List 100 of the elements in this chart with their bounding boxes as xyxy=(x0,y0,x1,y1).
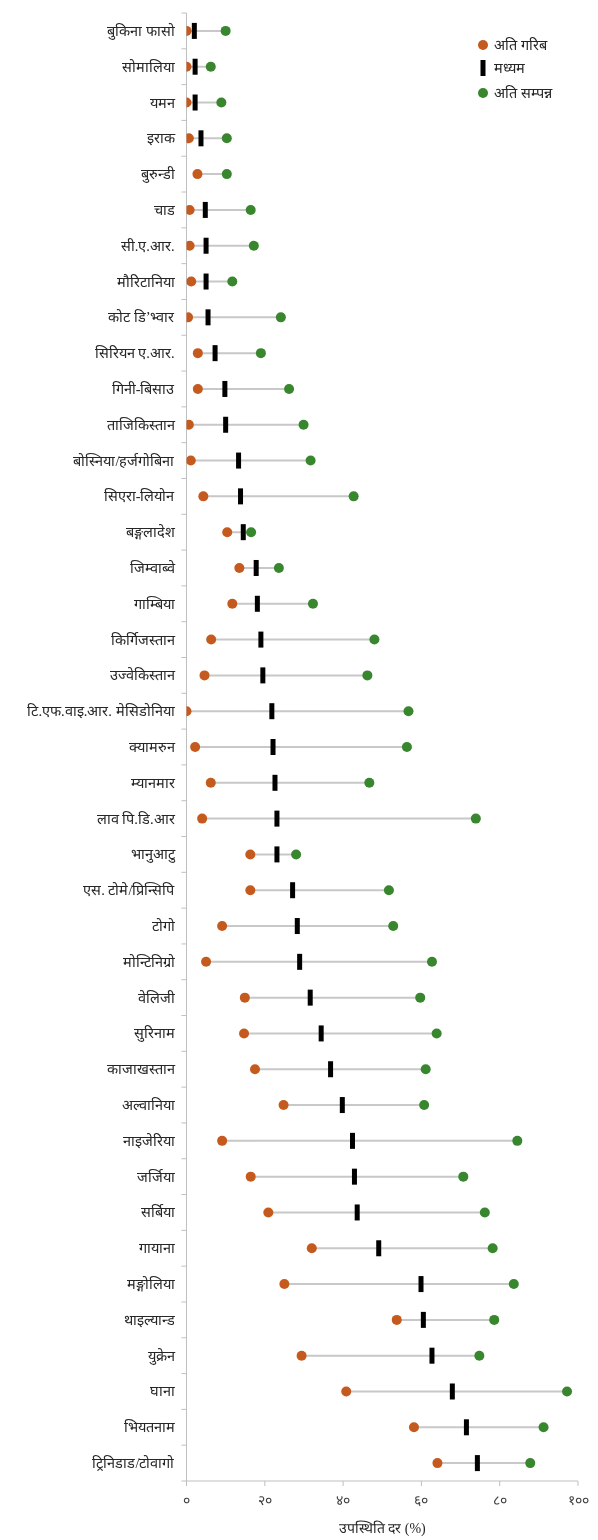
y-tick-label: घाना xyxy=(149,1383,175,1400)
point xyxy=(246,527,257,538)
y-tick-label: नाइजेरिया xyxy=(122,1132,175,1149)
point xyxy=(306,1243,317,1254)
point xyxy=(186,276,197,287)
y-tick-label: ट्रिनिडाड/टोवागो xyxy=(92,1455,175,1472)
point xyxy=(458,1171,469,1182)
point xyxy=(186,455,196,466)
y-tick-label: गाम्बिया xyxy=(133,595,175,612)
y-tick-label: सिएरा-लियोन xyxy=(103,488,176,505)
point xyxy=(388,921,399,932)
point xyxy=(431,1028,442,1039)
point xyxy=(192,348,203,359)
y-tick-label: मौरिटानिया xyxy=(116,273,175,290)
point xyxy=(199,670,210,681)
point xyxy=(408,1422,419,1433)
point xyxy=(198,491,209,502)
y-tick-label: टोगो xyxy=(151,918,175,935)
y-tick-label: मोन्टिनिग्रो xyxy=(122,953,175,970)
point xyxy=(206,634,217,645)
point xyxy=(245,204,256,215)
point xyxy=(186,133,194,144)
y-tick-label: बोस्निया/हर्जगोबिना xyxy=(73,452,175,469)
point xyxy=(221,133,232,144)
y-tick-label: बुरुन्डी xyxy=(140,166,175,184)
point xyxy=(205,777,216,788)
point xyxy=(383,885,394,896)
x-axis-title: उपस्थिति दर (%) xyxy=(338,1520,427,1537)
point xyxy=(474,1350,485,1361)
point xyxy=(186,419,194,430)
point xyxy=(479,1207,490,1218)
point xyxy=(263,1207,274,1218)
point xyxy=(420,1064,431,1075)
x-tick-label: ० xyxy=(183,1493,190,1508)
point xyxy=(348,491,359,502)
point xyxy=(255,348,266,359)
x-tick-label: ८० xyxy=(492,1493,507,1508)
y-tick-label: यमन xyxy=(149,94,176,111)
point xyxy=(217,921,228,932)
point xyxy=(279,1279,290,1290)
point xyxy=(391,1314,402,1325)
point xyxy=(245,1171,256,1182)
y-tick-label: अल्वानिया xyxy=(121,1097,175,1114)
y-tick-label: भियतनाम xyxy=(123,1419,175,1436)
point xyxy=(221,169,232,180)
point xyxy=(362,670,373,681)
point xyxy=(278,1100,289,1111)
point xyxy=(239,992,250,1003)
point xyxy=(239,1028,250,1039)
point xyxy=(201,956,212,967)
point xyxy=(403,706,414,717)
y-tick-label: काजाखस्तान xyxy=(106,1061,176,1078)
point xyxy=(205,61,216,72)
point xyxy=(341,1386,352,1397)
y-tick-label: गिनी-बिसाउ xyxy=(111,380,176,397)
x-tick-label: १०० xyxy=(567,1493,589,1508)
point xyxy=(364,777,375,788)
y-tick-label: थाइल्यान्ड xyxy=(123,1311,175,1328)
y-tick-label: गायाना xyxy=(138,1240,175,1257)
point xyxy=(369,634,380,645)
y-tick-label: बङ्गलादेश xyxy=(125,524,176,541)
point xyxy=(284,383,295,394)
point xyxy=(216,97,227,108)
point xyxy=(296,1350,307,1361)
y-tick-label: युक्रेन xyxy=(147,1347,176,1365)
point xyxy=(305,455,316,466)
point xyxy=(192,169,203,180)
y-tick-label: सर्बिया xyxy=(140,1204,175,1221)
point xyxy=(227,598,238,609)
point xyxy=(426,956,437,967)
point xyxy=(186,204,195,215)
y-tick-label: जर्जिया xyxy=(136,1168,175,1185)
y-tick-label: चाड xyxy=(153,201,175,218)
point xyxy=(307,598,318,609)
point xyxy=(470,813,481,824)
y-tick-label: किर्गिजस्तान xyxy=(110,631,176,648)
y-tick-label: जिम्वाब्वे xyxy=(129,559,176,576)
y-tick-label: क्यामरुन xyxy=(128,739,176,755)
y-tick-label: लाव पि.डि.आर xyxy=(96,810,176,827)
point xyxy=(217,1135,228,1146)
y-tick-label: सिरियन ए.आर. xyxy=(94,345,175,362)
point xyxy=(489,1314,500,1325)
y-tick-label: बुकिना फासो xyxy=(106,22,175,40)
point xyxy=(190,742,201,752)
legend-label: अति गरिब xyxy=(494,37,548,53)
y-tick-label: एस. टोमे/प्रिन्सिपि xyxy=(83,882,176,899)
point xyxy=(291,849,302,860)
y-tick-label: उज्वेकिस्तान xyxy=(109,667,176,684)
point xyxy=(248,240,259,251)
legend-label: मध्यम xyxy=(494,60,525,76)
point xyxy=(525,1458,536,1469)
point xyxy=(432,1458,443,1469)
y-tick-label: सी.ए.आर. xyxy=(120,237,175,254)
x-tick-label: ४० xyxy=(336,1493,351,1508)
point xyxy=(245,849,256,860)
point xyxy=(186,240,195,251)
point xyxy=(250,1064,261,1075)
y-tick-label: वेलिजी xyxy=(137,989,175,1006)
point xyxy=(419,1100,430,1111)
point xyxy=(186,312,194,323)
